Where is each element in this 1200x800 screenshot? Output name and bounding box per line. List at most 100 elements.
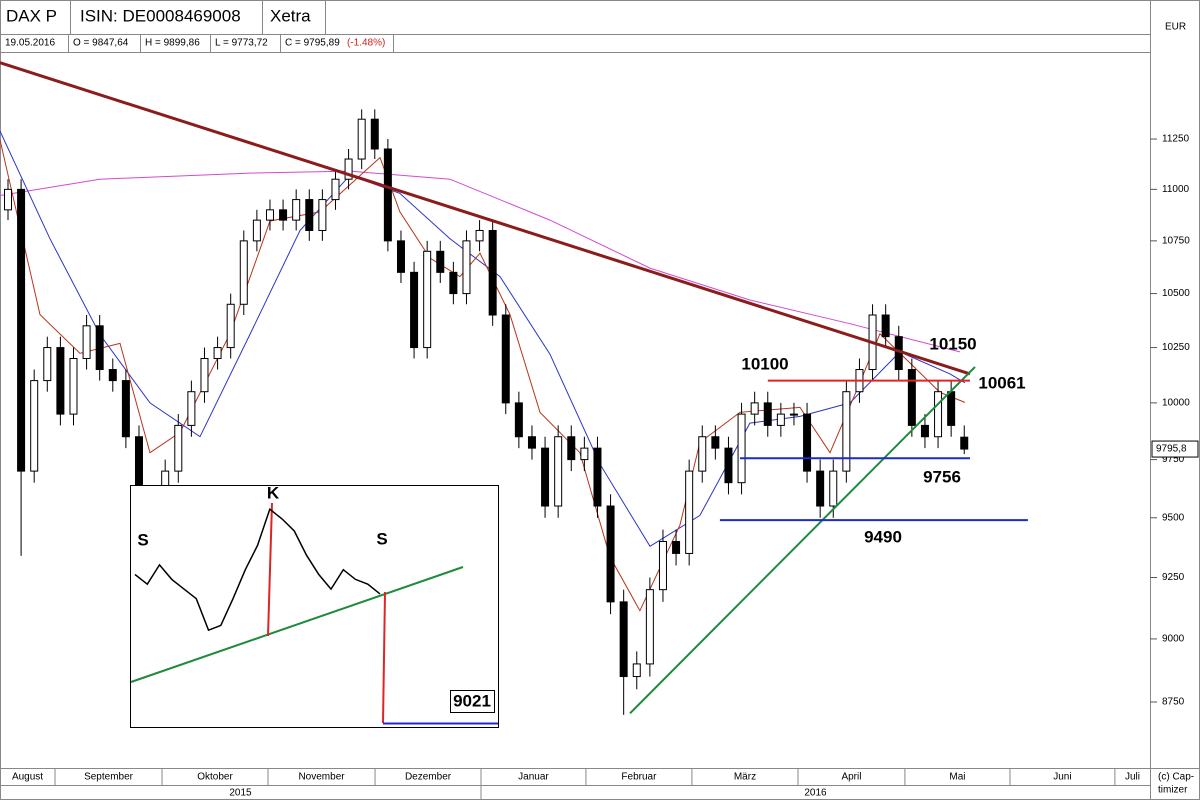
candle-body: [436, 250, 445, 273]
candle-body: [265, 209, 274, 221]
candle-body: [567, 436, 576, 461]
y-tick-label: 11000: [1162, 184, 1190, 195]
candle-body: [187, 391, 196, 426]
candle-body: [934, 391, 943, 438]
candle-body: [750, 402, 759, 415]
candle-body: [816, 470, 825, 507]
candle-body: [514, 402, 523, 438]
candle-body: [213, 347, 222, 360]
candle-body: [672, 540, 681, 554]
inset-frame: [130, 485, 499, 728]
candle-body: [82, 325, 91, 360]
month-label: Januar: [518, 772, 549, 783]
candle-body: [907, 369, 916, 426]
candle-body: [947, 391, 956, 426]
level-label: 9756: [923, 467, 961, 486]
plot-area: [0, 61, 1028, 715]
candle-body: [737, 413, 746, 484]
month-label: April: [841, 772, 861, 783]
currency: EUR: [1165, 22, 1186, 33]
year-label: 2016: [804, 788, 827, 799]
moving-average: [0, 170, 961, 353]
candle-body: [554, 436, 563, 507]
candle-body: [698, 436, 707, 472]
y-tick-label: 11250: [1162, 134, 1190, 145]
candle-body: [488, 229, 497, 316]
level-label: 10150: [929, 334, 976, 353]
open: O = 9847,64: [73, 38, 129, 49]
candle-body: [776, 413, 785, 426]
candle-body: [462, 240, 471, 295]
candle-body: [69, 358, 78, 415]
month-label: Juni: [1053, 772, 1071, 783]
candle-body: [95, 325, 104, 371]
month-label: November: [298, 772, 345, 783]
candle-body: [344, 158, 353, 180]
candle-body: [56, 347, 65, 415]
candle-body: [174, 424, 183, 472]
inset-projection: [382, 591, 386, 724]
candle-body: [30, 380, 39, 472]
year-label: 2015: [229, 788, 252, 799]
candle-body: [200, 358, 209, 393]
candle-body: [685, 470, 694, 554]
candle-body: [43, 347, 52, 382]
candle-body: [619, 601, 628, 678]
candle-body: [383, 148, 392, 242]
level-label: 10100: [741, 354, 788, 373]
isin: ISIN: DE0008469008: [80, 6, 241, 25]
candle-body: [593, 447, 602, 507]
candle-body: [410, 271, 419, 349]
inset-neckline: [130, 566, 464, 683]
candle-body: [370, 118, 379, 150]
inset: S K S 9021: [130, 483, 499, 728]
candle-body: [17, 188, 26, 472]
candle-body: [357, 118, 366, 160]
candle-body: [108, 369, 117, 382]
candle-body: [881, 314, 890, 338]
change: (-1.48%): [347, 38, 385, 49]
month-label: Dezember: [405, 772, 452, 783]
candle-body: [829, 470, 838, 507]
candle-body: [239, 240, 248, 305]
candle-body: [606, 505, 615, 603]
inset-height: [267, 502, 273, 637]
y-tick-label: 10250: [1162, 342, 1190, 353]
month-label: Oktober: [197, 772, 233, 783]
y-tick-label: 8750: [1162, 697, 1185, 708]
candle-body: [449, 271, 458, 295]
inset-price-line: [134, 507, 381, 632]
candle-body: [121, 380, 130, 438]
candle-body: [423, 250, 432, 349]
inset-label: K: [267, 483, 280, 502]
level-label: 10061: [978, 373, 1025, 392]
candle-body: [292, 199, 301, 221]
candle-body: [475, 229, 484, 242]
candle-body: [396, 240, 405, 273]
month-label: Mai: [949, 772, 965, 783]
moving-average: [0, 130, 966, 547]
trendline: [0, 61, 971, 376]
y-tick-label: 10750: [1162, 236, 1190, 247]
close: C = 9795,89: [285, 38, 340, 49]
high: H = 9899,86: [145, 38, 200, 49]
y-tick-label: 10500: [1162, 288, 1190, 299]
month-label: März: [734, 772, 756, 783]
candle-body: [803, 413, 812, 472]
trendline: [629, 366, 976, 715]
candle-body: [331, 178, 340, 201]
copyright: (c) Cap-: [1158, 772, 1194, 783]
inset-target-box: [450, 690, 495, 713]
candle-body: [501, 314, 510, 404]
date: 19.05.2016: [5, 38, 55, 49]
candle-body: [580, 447, 589, 461]
candle-body: [658, 540, 667, 591]
last-price-box: [1151, 440, 1199, 458]
inset-label: S: [137, 530, 148, 549]
y-tick-label: 9250: [1162, 572, 1185, 583]
candle-body: [541, 447, 550, 507]
candle-body: [279, 209, 288, 221]
candle-body: [632, 663, 641, 678]
